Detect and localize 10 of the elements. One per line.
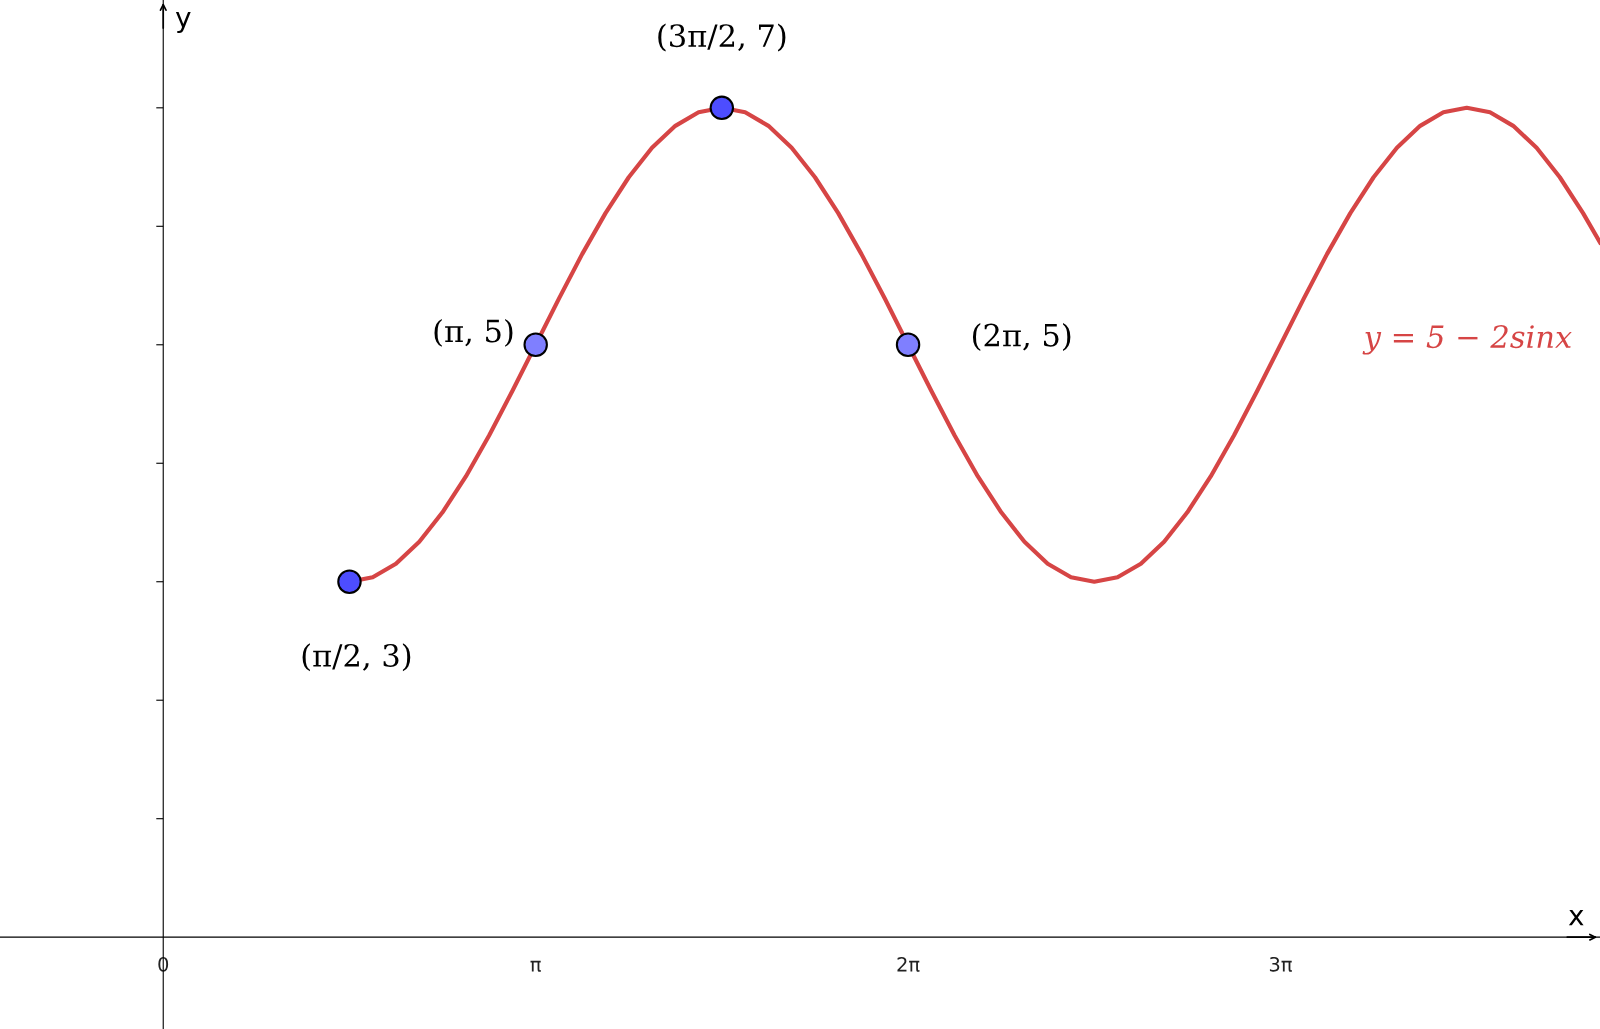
data-label: (3π/2, 7): [658, 23, 786, 52]
data-label: (π/2, 3): [302, 643, 411, 672]
x-tick-label: 3π: [1269, 956, 1292, 972]
x-axis-title: x: [1568, 910, 1584, 926]
text: y = 5 − 2sinx: [1362, 325, 1572, 355]
data-label: (π, 5): [434, 318, 513, 347]
y-axis-title: y: [175, 12, 191, 34]
x-tick-label: π: [530, 960, 541, 972]
data-label: (2π, 5): [972, 323, 1071, 352]
x-tick-label: 2π: [897, 956, 920, 972]
